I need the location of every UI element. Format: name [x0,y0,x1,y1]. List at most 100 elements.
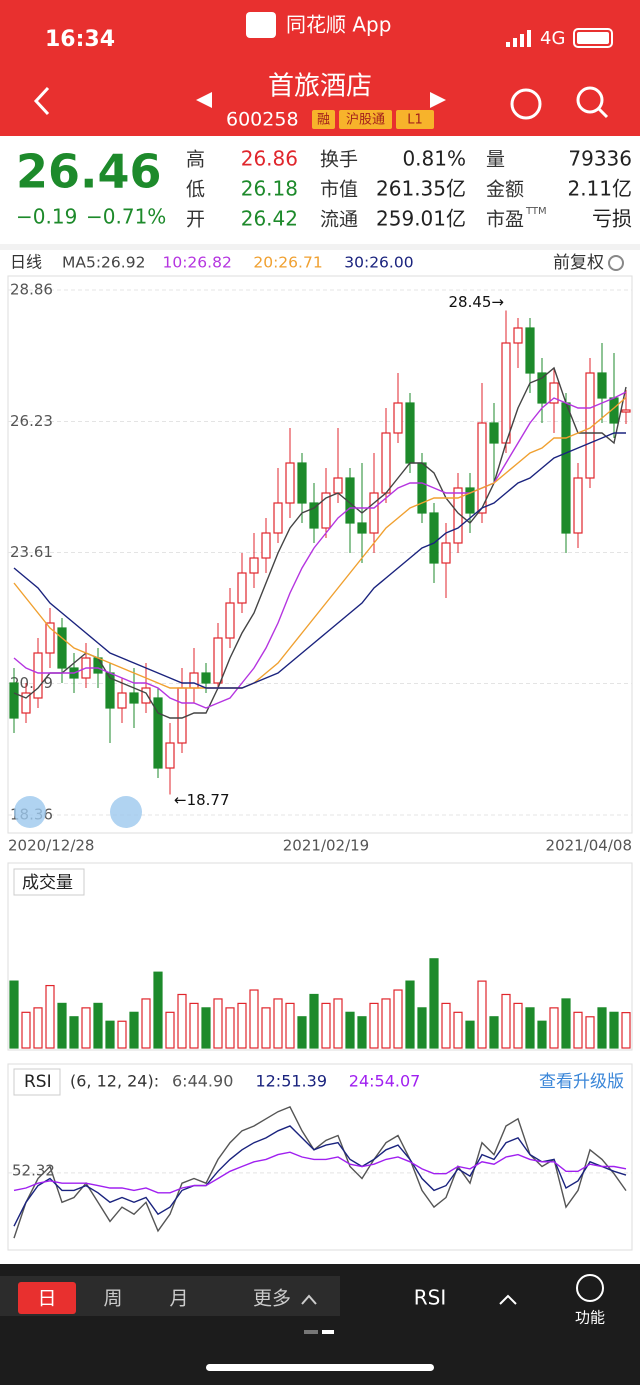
volume-tag [13,868,85,896]
rsi-frame [7,1063,633,1251]
y-tick-label: 26.23 [10,412,53,430]
candle-body [285,462,295,504]
volume-bar [441,1002,451,1049]
candle-body [477,422,487,514]
candle-body [405,402,415,464]
network: 4G [540,28,565,49]
candle-body [273,502,283,534]
stat-label: 换手 [320,149,358,171]
volume-bar [57,1002,67,1049]
volume-bar [9,980,19,1049]
y-tick-label: 23.61 [10,543,53,561]
legend-entry: MA5:26.92 [62,254,145,272]
volume-bar [213,998,223,1049]
candle-body [93,657,103,674]
candle-body [45,622,55,654]
volume-bar [129,1011,139,1049]
candle-body [129,692,139,704]
volume-bar [501,993,511,1049]
candle-body [177,687,187,744]
volume-bar [153,971,163,1049]
back[interactable] [33,86,50,116]
func-icon[interactable] [576,1274,604,1302]
volume-bar [321,1002,331,1049]
volume-bar [369,1002,379,1049]
candle-body [57,627,67,669]
ma-line [13,391,627,709]
candle-body [225,602,235,639]
stat-sup: TTM [525,206,547,217]
candle-body [597,372,607,399]
legend-entry: 10:26.82 [162,254,231,272]
settings[interactable] [608,255,624,271]
volume-bar [429,958,439,1049]
volume-bar [297,1016,307,1049]
nav-tab[interactable]: 更多 [253,1288,291,1310]
x-tick-label: 2021/04/08 [546,837,632,855]
volume-bar [621,1012,631,1049]
legend-entry: 12:51.39 [255,1072,327,1091]
change-pct: −0.71% [86,205,166,229]
volume-bar [309,993,319,1049]
prev[interactable] [196,92,212,108]
volume-bar [609,1011,619,1049]
ma-line [13,432,626,689]
tags: 融 沪股通 L1 [312,110,434,129]
volume-bar [141,998,151,1049]
stat-label: 市盈 [486,209,524,231]
community[interactable] [510,88,542,120]
volume-bar [177,993,187,1049]
expand-btn[interactable] [110,796,142,828]
nav: 日 周 月 更多 [37,1288,317,1310]
candle-body [561,402,571,534]
indicator[interactable]: RSI [414,1286,447,1310]
volume-bar [165,1011,175,1049]
chevron[interactable] [499,1294,517,1305]
stat-label: 量 [486,149,505,171]
stat-value: 26.18 [241,177,298,201]
candle-body [21,692,31,714]
tag-bg [396,110,434,129]
annotation: 28.45→ [448,293,504,311]
volume-bar [45,984,55,1049]
volume-bar [405,980,415,1049]
volume-bar [453,1011,463,1049]
upgrade-link[interactable]: 查看升级版 [539,1072,624,1092]
volume-bar [189,1002,199,1049]
candle-body [333,477,343,494]
stat-value: 79336 [568,147,632,171]
candle-body [189,672,199,689]
pager-active [322,1330,334,1334]
rsi-line [13,1151,627,1194]
price-frame [7,275,633,834]
adjust[interactable]: 前复权 [553,253,604,273]
volume-bar [249,989,259,1049]
price: 26.46 [16,145,162,199]
next[interactable] [430,92,446,108]
scroll-btn[interactable] [14,796,46,828]
candle-body [489,422,499,444]
func[interactable]: 功能 [575,1309,605,1327]
volume-bar [417,1007,427,1049]
volume-bar [237,1002,247,1049]
search[interactable] [576,86,604,114]
candle-body [525,327,535,374]
nav-tab[interactable]: 周 [103,1288,122,1310]
stat-value: 0.81% [402,147,466,171]
nav-tab[interactable]: 日 [37,1288,56,1310]
stat-value: 26.42 [241,207,298,231]
y-tick-label: 28.86 [10,281,53,299]
stock-code: 600258 [226,109,299,131]
candle-body [429,512,439,564]
volume-bar [105,1020,115,1049]
stat-value: 261.35亿 [376,177,466,201]
stat-label: 高 [186,149,205,171]
candle-body [249,557,259,574]
y-tick-label: 52.32 [12,1161,55,1179]
candle-body [369,492,379,534]
time: 16:34 [45,27,115,52]
x-tick-label: 2021/02/19 [283,837,369,855]
nav-tab[interactable]: 月 [169,1288,188,1310]
candle-body [213,637,223,684]
candle-body [537,372,547,404]
